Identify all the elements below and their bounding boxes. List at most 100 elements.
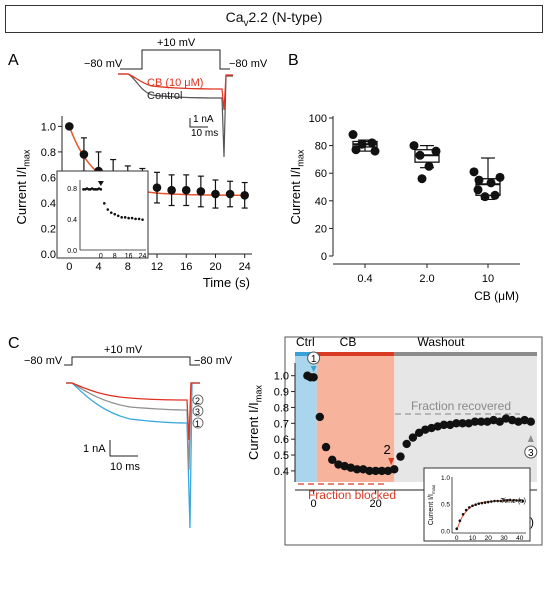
b-data-point	[357, 139, 367, 149]
c-marker-1-arrow-icon	[310, 366, 317, 372]
c-y-tick-label: 1.0	[274, 371, 289, 383]
c-data-point	[328, 455, 337, 464]
c-phase-ctrl-label: Ctrl	[296, 335, 315, 349]
c-inset-x-tick-label: 20	[485, 535, 493, 542]
c-step-label: +10 mV	[104, 344, 143, 356]
a-control-trace	[118, 73, 233, 158]
c-y-tick-label: 0.5	[274, 450, 289, 462]
c-data-point	[352, 465, 362, 474]
a-inset-point	[113, 212, 117, 216]
a-data-point	[240, 190, 249, 200]
a-cb-label: CB (10 μM)	[147, 77, 203, 89]
panel-c-protocol: −80 mV +10 mV −80 mV	[24, 344, 233, 367]
panel-a-traces: CB (10 μM) Control 1 nA 10 ms	[118, 73, 233, 158]
c-inset-fit-curve	[456, 500, 523, 531]
a-y-tick-label: 0.2	[41, 223, 56, 235]
a-inset-point	[120, 216, 123, 219]
panel-a-letter: A	[8, 52, 19, 69]
c-phase-cb-label: CB	[340, 335, 357, 349]
c-inset-point	[486, 500, 490, 504]
c-inset-point	[471, 504, 474, 508]
c-inset-point	[464, 508, 468, 512]
b-x-axis-label: CB (μM)	[474, 289, 519, 303]
c-y-tick-label: 0.4	[274, 466, 289, 478]
c-inset-point	[518, 499, 522, 502]
a-data-point	[152, 183, 162, 192]
c-data-point	[414, 428, 424, 438]
a-inset-y-tick-label: 0.0	[67, 248, 77, 255]
b-x-tick-label: 0.4	[357, 273, 372, 285]
c-inset-y-tick-label: 0.5	[441, 502, 450, 509]
c-trace-blue	[66, 382, 200, 529]
a-inset-frame	[56, 170, 149, 259]
c-trace-marker-1-text: 1	[195, 419, 200, 429]
c-inset-point	[502, 499, 506, 502]
c-inset-point	[483, 501, 487, 504]
c-data-point	[371, 466, 380, 476]
b-data-point	[474, 175, 484, 185]
a-inset-x-tick-label: 0	[99, 253, 103, 260]
a-x-tick-label: 16	[180, 261, 192, 273]
c-inset-y-tick-label: 1.0	[441, 475, 450, 482]
c-inset-point	[521, 499, 525, 503]
a-inset-point	[127, 216, 130, 220]
b-data-point	[480, 192, 490, 202]
b-x-tick-label: 2.0	[419, 273, 434, 285]
a-data-point	[196, 187, 206, 196]
c-trace-gray	[66, 382, 200, 471]
c-marker-3-arrow-icon	[527, 435, 534, 442]
y-axis-label-main: Current I/I	[14, 167, 29, 225]
a-inset-point	[134, 217, 137, 221]
c-data-point	[495, 417, 504, 426]
c-marker-2-arrow-icon	[388, 458, 395, 465]
c-inset-x-tick-label: 30	[500, 535, 508, 542]
c-data-point	[315, 412, 325, 422]
a-y-tick-label: 0.8	[41, 147, 56, 159]
c-data-point	[309, 373, 318, 382]
y-axis-label-main: Current I/I	[288, 167, 303, 225]
a-inset-point	[141, 218, 144, 221]
c-chart-frame	[284, 336, 543, 546]
c-hold-right-label: −80 mV	[194, 355, 233, 367]
b-data-point	[486, 178, 496, 188]
b-data-point	[351, 145, 361, 155]
b-data-point	[473, 185, 483, 195]
a-x-tick-label: 24	[239, 261, 251, 273]
c-inset-point	[508, 498, 512, 502]
c-x-tick-label: 0	[311, 498, 317, 510]
a-data-point	[65, 122, 74, 131]
a-x-tick-label: 20	[209, 261, 221, 273]
a-inset-x-tick-label: 8	[113, 253, 117, 260]
c-trace-marker-2-text: 2	[195, 396, 200, 406]
y-axis-label-main: Current I/I	[428, 494, 435, 525]
y-axis-label-main: Current I/I	[246, 402, 261, 460]
c-marker-1-circle	[307, 351, 321, 365]
a-y-tick-label: 1.0	[41, 121, 56, 133]
c-y-tick-label: 0.8	[274, 402, 289, 414]
a-x-tick-label: 12	[151, 261, 163, 273]
a-inset-point	[106, 208, 110, 211]
c-trace-marker-3-text: 3	[195, 407, 200, 417]
c-data-point	[452, 419, 461, 428]
b-data-point	[370, 146, 380, 156]
b-y-tick-label: 0	[321, 251, 327, 263]
c-cb-band	[316, 355, 395, 482]
c-inset-point	[505, 499, 509, 502]
a-inset-x-tick-label: 24	[139, 253, 147, 260]
c-scalebar	[109, 440, 138, 457]
a-control-label: Control	[147, 90, 182, 102]
c-y-tick-label: 0.6	[274, 434, 289, 446]
c-marker-3-circle	[524, 445, 538, 459]
c-inset-point	[515, 499, 518, 502]
c-inset-point	[480, 501, 484, 505]
figure-title: Cav2.2 (N-type)	[225, 9, 323, 29]
a-hold-left-label: −80 mV	[84, 58, 123, 70]
c-data-point	[439, 420, 449, 430]
c-marker-2-label: 2	[384, 442, 391, 457]
c-data-point	[408, 433, 418, 442]
b-data-point	[490, 190, 500, 200]
c-washout-bar	[394, 352, 537, 356]
c-inset-point	[512, 499, 515, 502]
